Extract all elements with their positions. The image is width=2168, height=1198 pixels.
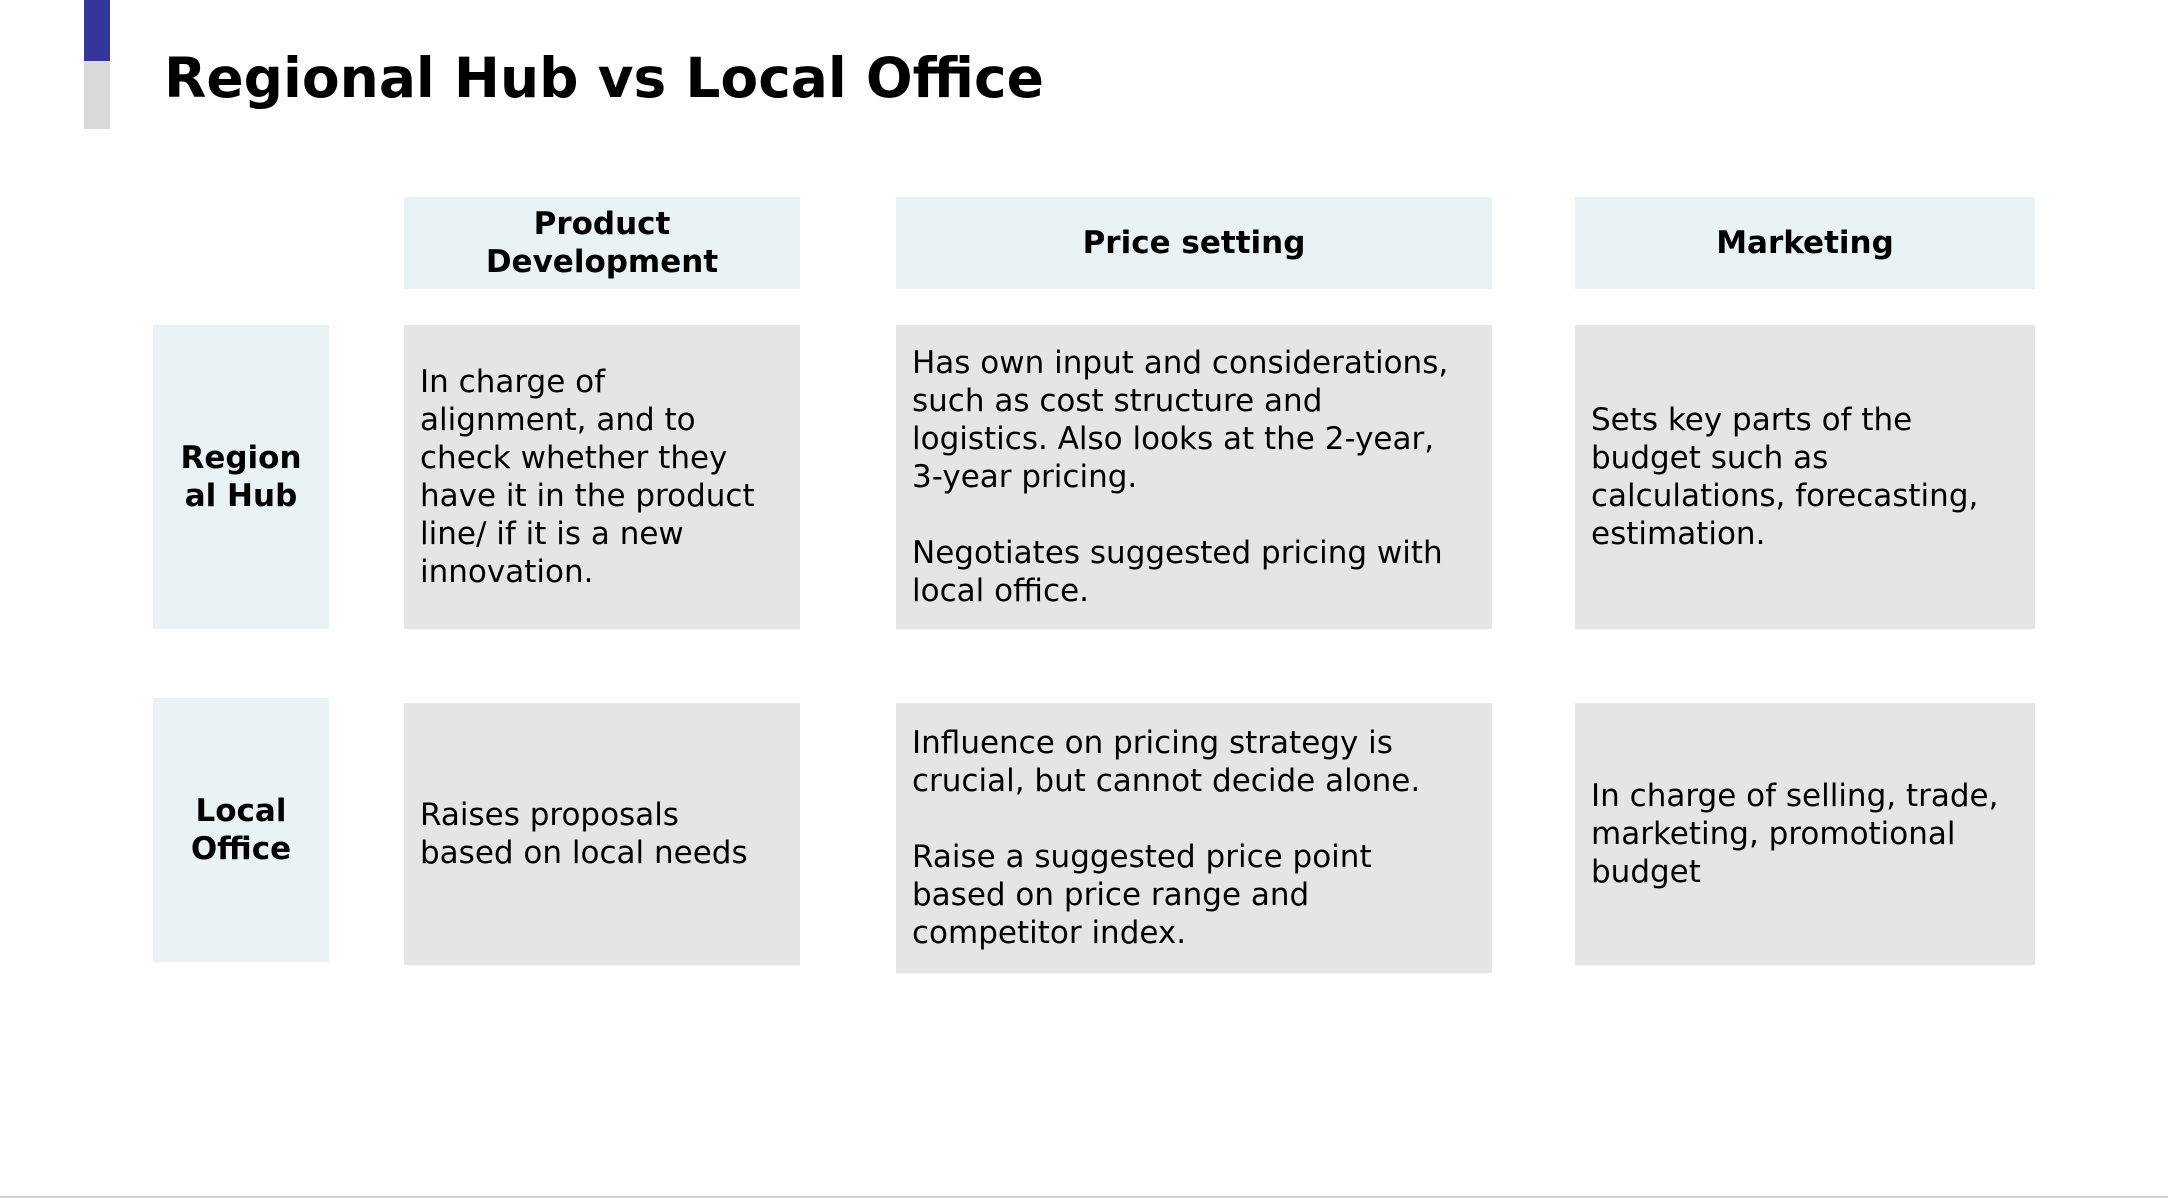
- row-header-local-office: Local Office: [153, 698, 329, 962]
- row-header-label: Region al Hub: [180, 440, 302, 514]
- title-accent-bar-secondary: [84, 61, 110, 129]
- cell-text: Influence on pricing strategy is crucial…: [912, 725, 1421, 951]
- cell-text: In charge of selling, trade, marketing, …: [1591, 778, 1999, 890]
- column-header-marketing: Marketing: [1575, 197, 2035, 289]
- page-title: Regional Hub vs Local Office: [164, 46, 1044, 110]
- column-header-label: Product Development: [485, 206, 719, 280]
- cell-local-marketing: In charge of selling, trade, marketing, …: [1575, 703, 2035, 965]
- row-header-regional-hub: Region al Hub: [153, 325, 329, 629]
- cell-regional-product-development: In charge of alignment, and to check whe…: [404, 325, 800, 629]
- cell-regional-price-setting: Has own input and considerations, such a…: [896, 325, 1492, 629]
- column-header-price-setting: Price setting: [896, 197, 1492, 289]
- cell-local-price-setting: Influence on pricing strategy is crucial…: [896, 703, 1492, 973]
- cell-text: In charge of alignment, and to check whe…: [420, 364, 755, 590]
- cell-local-product-development: Raises proposals based on local needs: [404, 703, 800, 965]
- column-header-label: Marketing: [1716, 225, 1894, 261]
- cell-regional-marketing: Sets key parts of the budget such as cal…: [1575, 325, 2035, 629]
- column-header-label: Price setting: [1082, 225, 1306, 261]
- title-accent-bar: [84, 0, 110, 61]
- cell-text: Has own input and considerations, such a…: [912, 345, 1449, 609]
- cell-text: Sets key parts of the budget such as cal…: [1591, 402, 1979, 552]
- slide-bottom-border: [0, 1196, 2168, 1198]
- column-header-product-development: Product Development: [404, 197, 800, 289]
- row-header-label: Local Office: [190, 793, 292, 867]
- cell-text: Raises proposals based on local needs: [420, 797, 748, 871]
